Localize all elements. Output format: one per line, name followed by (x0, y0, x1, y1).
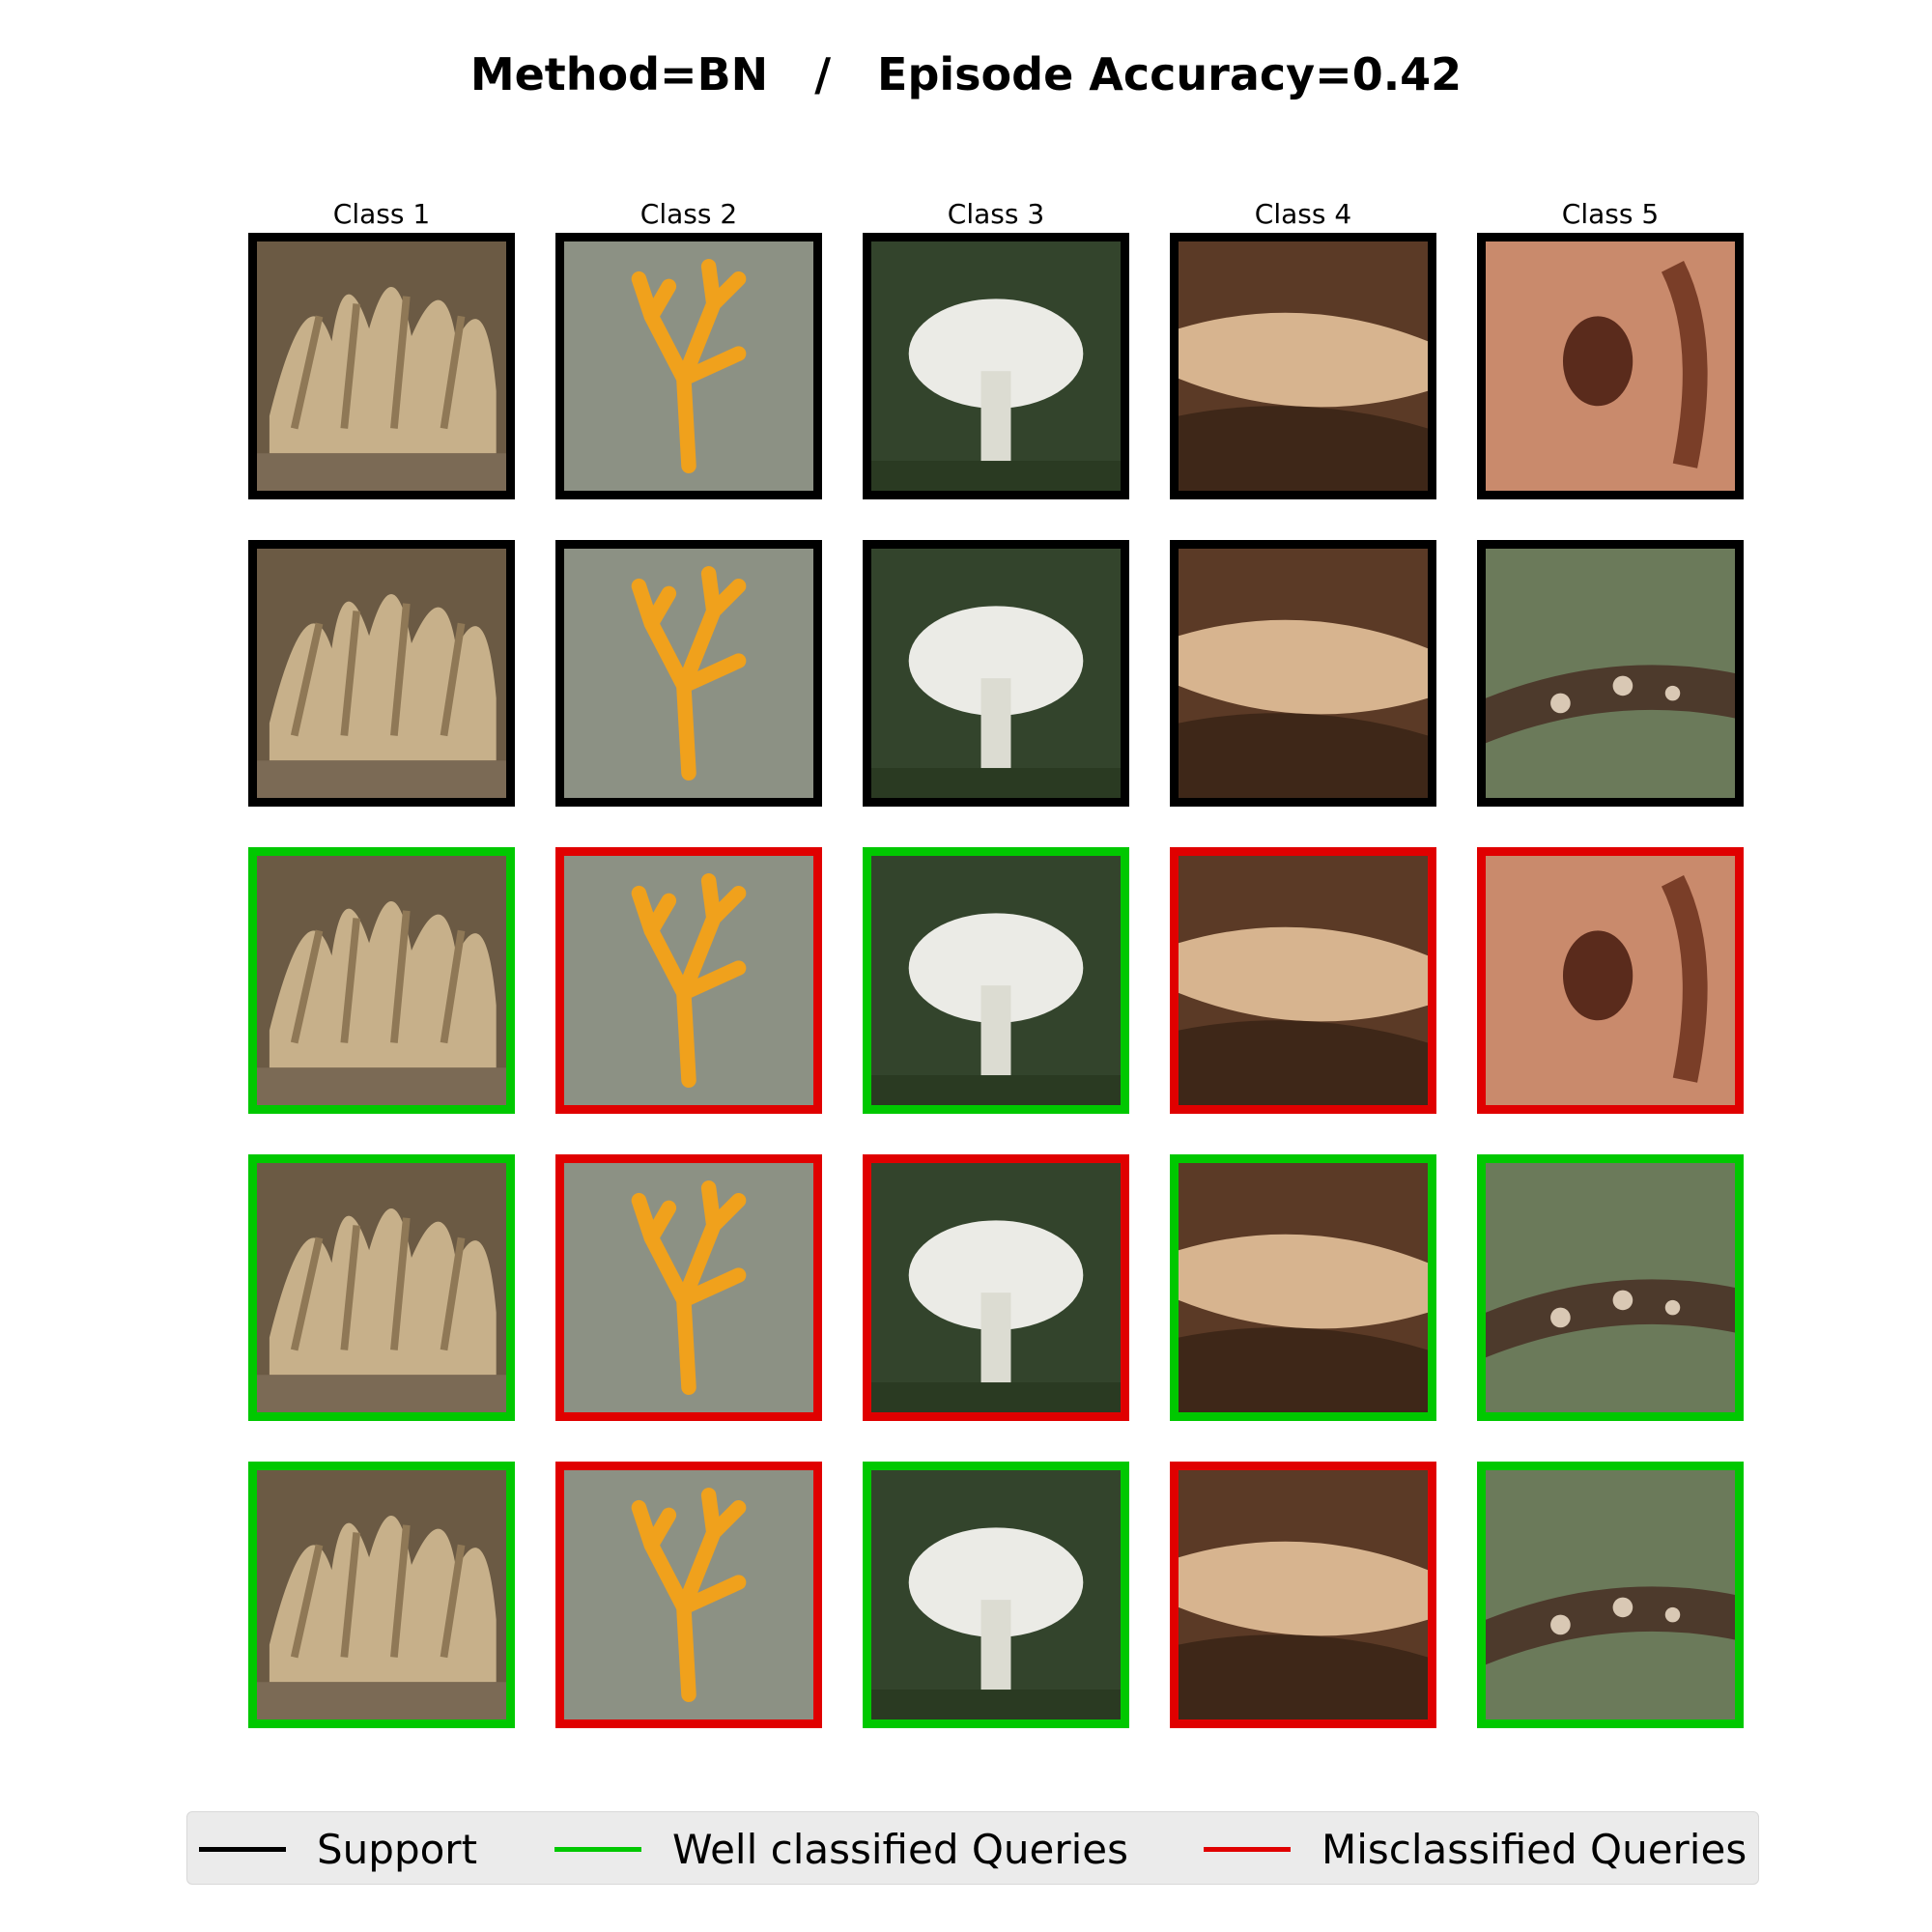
mushroom-photo (1179, 1163, 1428, 1412)
mushroom-photo (1486, 549, 1735, 798)
mushroom-photo (564, 549, 813, 798)
legend: Support Well classified Queries Misclass… (186, 1811, 1759, 1885)
mushroom-photo (871, 1163, 1121, 1412)
column-label-class-2: Class 2 (639, 198, 738, 230)
mushroom-photo (564, 1470, 813, 1719)
legend-item-well-classified: Well classified Queries (554, 1812, 1128, 1886)
mushroom-photo (257, 549, 506, 798)
image-cell-r3-c2-mis (555, 847, 822, 1114)
image-cell-r1-c3-support (863, 233, 1129, 499)
image-cell-r2-c3-support (863, 540, 1129, 807)
image-cell-r3-c3-well (863, 847, 1129, 1114)
mushroom-photo (1179, 1470, 1428, 1719)
image-cell-r2-c2-support (555, 540, 822, 807)
image-cell-r1-c1-support (248, 233, 515, 499)
image-cell-r4-c2-mis (555, 1154, 822, 1421)
column-label-class-3: Class 3 (947, 198, 1045, 230)
mushroom-photo (871, 242, 1121, 491)
mushroom-photo (257, 856, 506, 1105)
image-cell-r5-c3-well (863, 1462, 1129, 1728)
image-cell-r3-c4-mis (1170, 847, 1436, 1114)
image-cell-r3-c5-mis (1477, 847, 1744, 1114)
legend-swatch-well-classified (554, 1846, 641, 1852)
image-cell-r4-c4-well (1170, 1154, 1436, 1421)
image-cell-r4-c3-mis (863, 1154, 1129, 1421)
mushroom-photo (1486, 1163, 1735, 1412)
column-label-class-5: Class 5 (1561, 198, 1660, 230)
figure-title: Method=BN / Episode Accuracy=0.42 (469, 48, 1463, 100)
legend-label-support: Support (317, 1825, 478, 1873)
mushroom-photo (257, 1470, 506, 1719)
mushroom-photo (564, 1163, 813, 1412)
legend-swatch-support (199, 1846, 286, 1852)
legend-label-misclassified: Misclassified Queries (1321, 1825, 1747, 1873)
image-cell-r2-c1-support (248, 540, 515, 807)
image-cell-r4-c1-well (248, 1154, 515, 1421)
legend-label-well-classified: Well classified Queries (672, 1825, 1129, 1873)
mushroom-photo (257, 1163, 506, 1412)
column-label-class-1: Class 1 (332, 198, 431, 230)
image-cell-r3-c1-well (248, 847, 515, 1114)
mushroom-photo (1179, 856, 1428, 1105)
image-cell-r1-c4-support (1170, 233, 1436, 499)
legend-item-support: Support (199, 1812, 477, 1886)
mushroom-photo (564, 856, 813, 1105)
mushroom-photo (871, 549, 1121, 798)
mushroom-photo (1486, 1470, 1735, 1719)
image-cell-r4-c5-well (1477, 1154, 1744, 1421)
mushroom-photo (871, 1470, 1121, 1719)
mushroom-photo (1179, 242, 1428, 491)
image-cell-r5-c5-well (1477, 1462, 1744, 1728)
image-cell-r1-c2-support (555, 233, 822, 499)
mushroom-photo (1486, 856, 1735, 1105)
image-cell-r2-c5-support (1477, 540, 1744, 807)
mushroom-photo (871, 856, 1121, 1105)
mushroom-photo (564, 242, 813, 491)
mushroom-photo (1486, 242, 1735, 491)
image-cell-r5-c1-well (248, 1462, 515, 1728)
legend-item-misclassified: Misclassified Queries (1204, 1812, 1747, 1886)
image-cell-r1-c5-support (1477, 233, 1744, 499)
mushroom-photo (257, 242, 506, 491)
mushroom-photo (1179, 549, 1428, 798)
image-cell-r2-c4-support (1170, 540, 1436, 807)
image-cell-r5-c4-mis (1170, 1462, 1436, 1728)
legend-swatch-misclassified (1204, 1846, 1291, 1852)
column-label-class-4: Class 4 (1254, 198, 1352, 230)
image-cell-r5-c2-mis (555, 1462, 822, 1728)
